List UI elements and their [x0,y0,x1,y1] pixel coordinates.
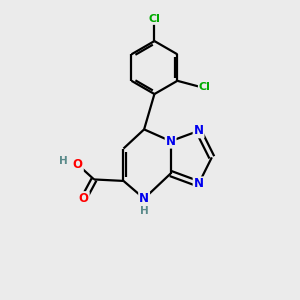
Text: O: O [79,192,89,205]
Text: N: N [166,135,176,148]
Text: N: N [194,177,204,190]
Text: Cl: Cl [199,82,211,92]
Text: H: H [59,156,68,166]
Text: Cl: Cl [148,14,160,24]
Text: N: N [139,192,149,205]
Text: H: H [140,206,148,216]
Text: N: N [194,124,204,137]
Text: O: O [73,158,83,171]
